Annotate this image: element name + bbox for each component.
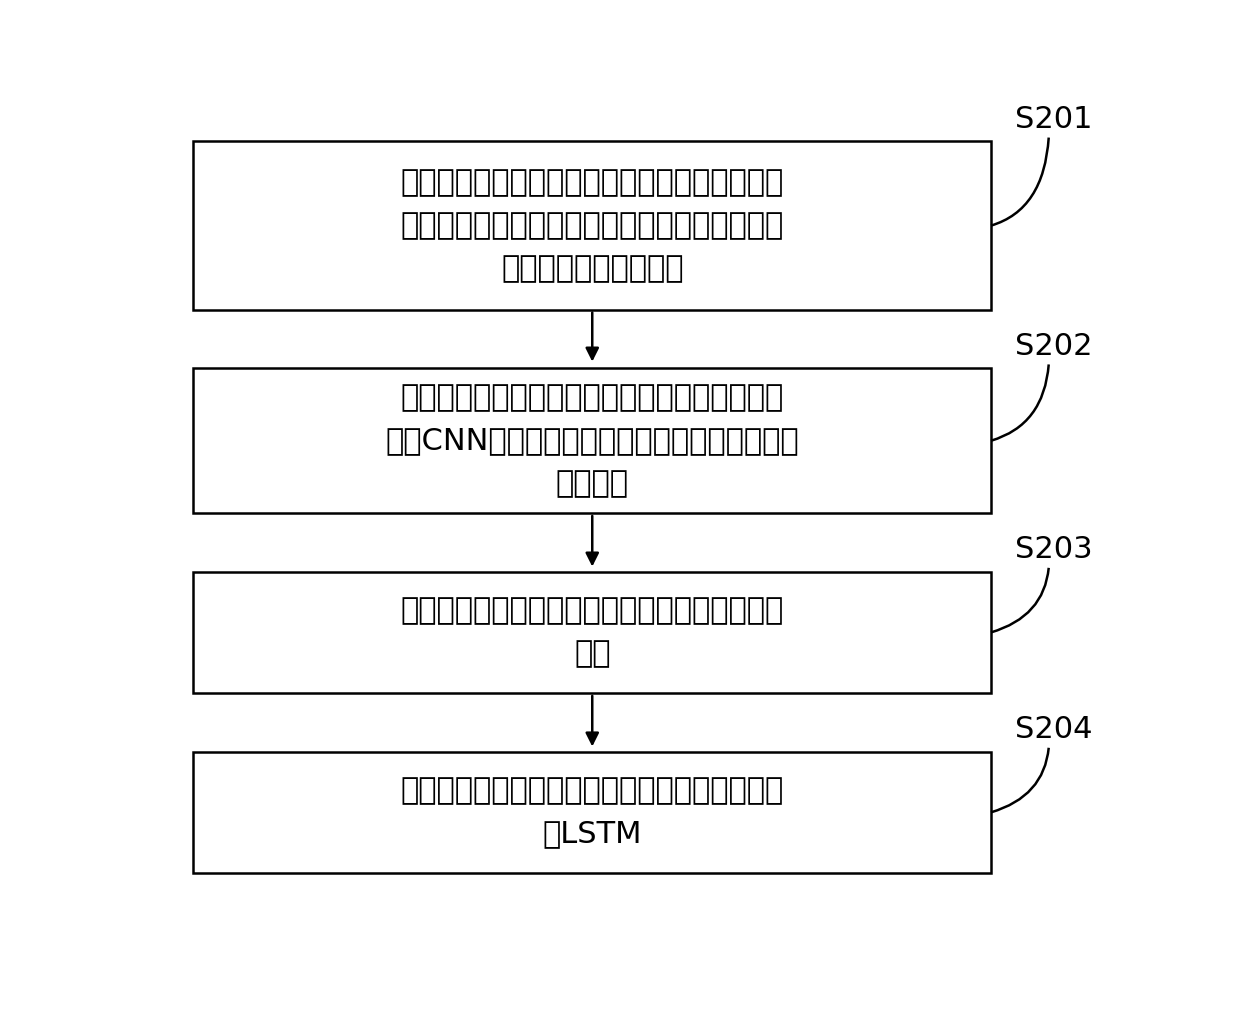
- Text: 根据所述训练样本，训练生成长短期记忆神经网
络LSTM: 根据所述训练样本，训练生成长短期记忆神经网 络LSTM: [401, 776, 784, 848]
- Text: 根据所述表情特征及对应的表情分类，生成训练
样本: 根据所述表情特征及对应的表情分类，生成训练 样本: [401, 596, 784, 669]
- Bar: [193, 369, 991, 513]
- Text: S201: S201: [1014, 105, 1092, 134]
- Text: S203: S203: [1014, 535, 1092, 564]
- Text: S202: S202: [1014, 331, 1092, 361]
- Bar: [193, 141, 991, 310]
- Bar: [193, 752, 991, 873]
- Text: 将所述历史用户的表情数据输入预置的卷积神经
网络CNN，提取所述历史用户的表情数据对应的
表情特征: 将所述历史用户的表情数据输入预置的卷积神经 网络CNN，提取所述历史用户的表情数…: [386, 383, 799, 498]
- Text: 获取历史用户的目标表情的表情数据及对应的表
情分类，所述表情数据包括目标表情分别在多个
角度下的人物表情图像: 获取历史用户的目标表情的表情数据及对应的表 情分类，所述表情数据包括目标表情分别…: [401, 169, 784, 282]
- Bar: [193, 572, 991, 693]
- Text: S204: S204: [1014, 715, 1092, 744]
